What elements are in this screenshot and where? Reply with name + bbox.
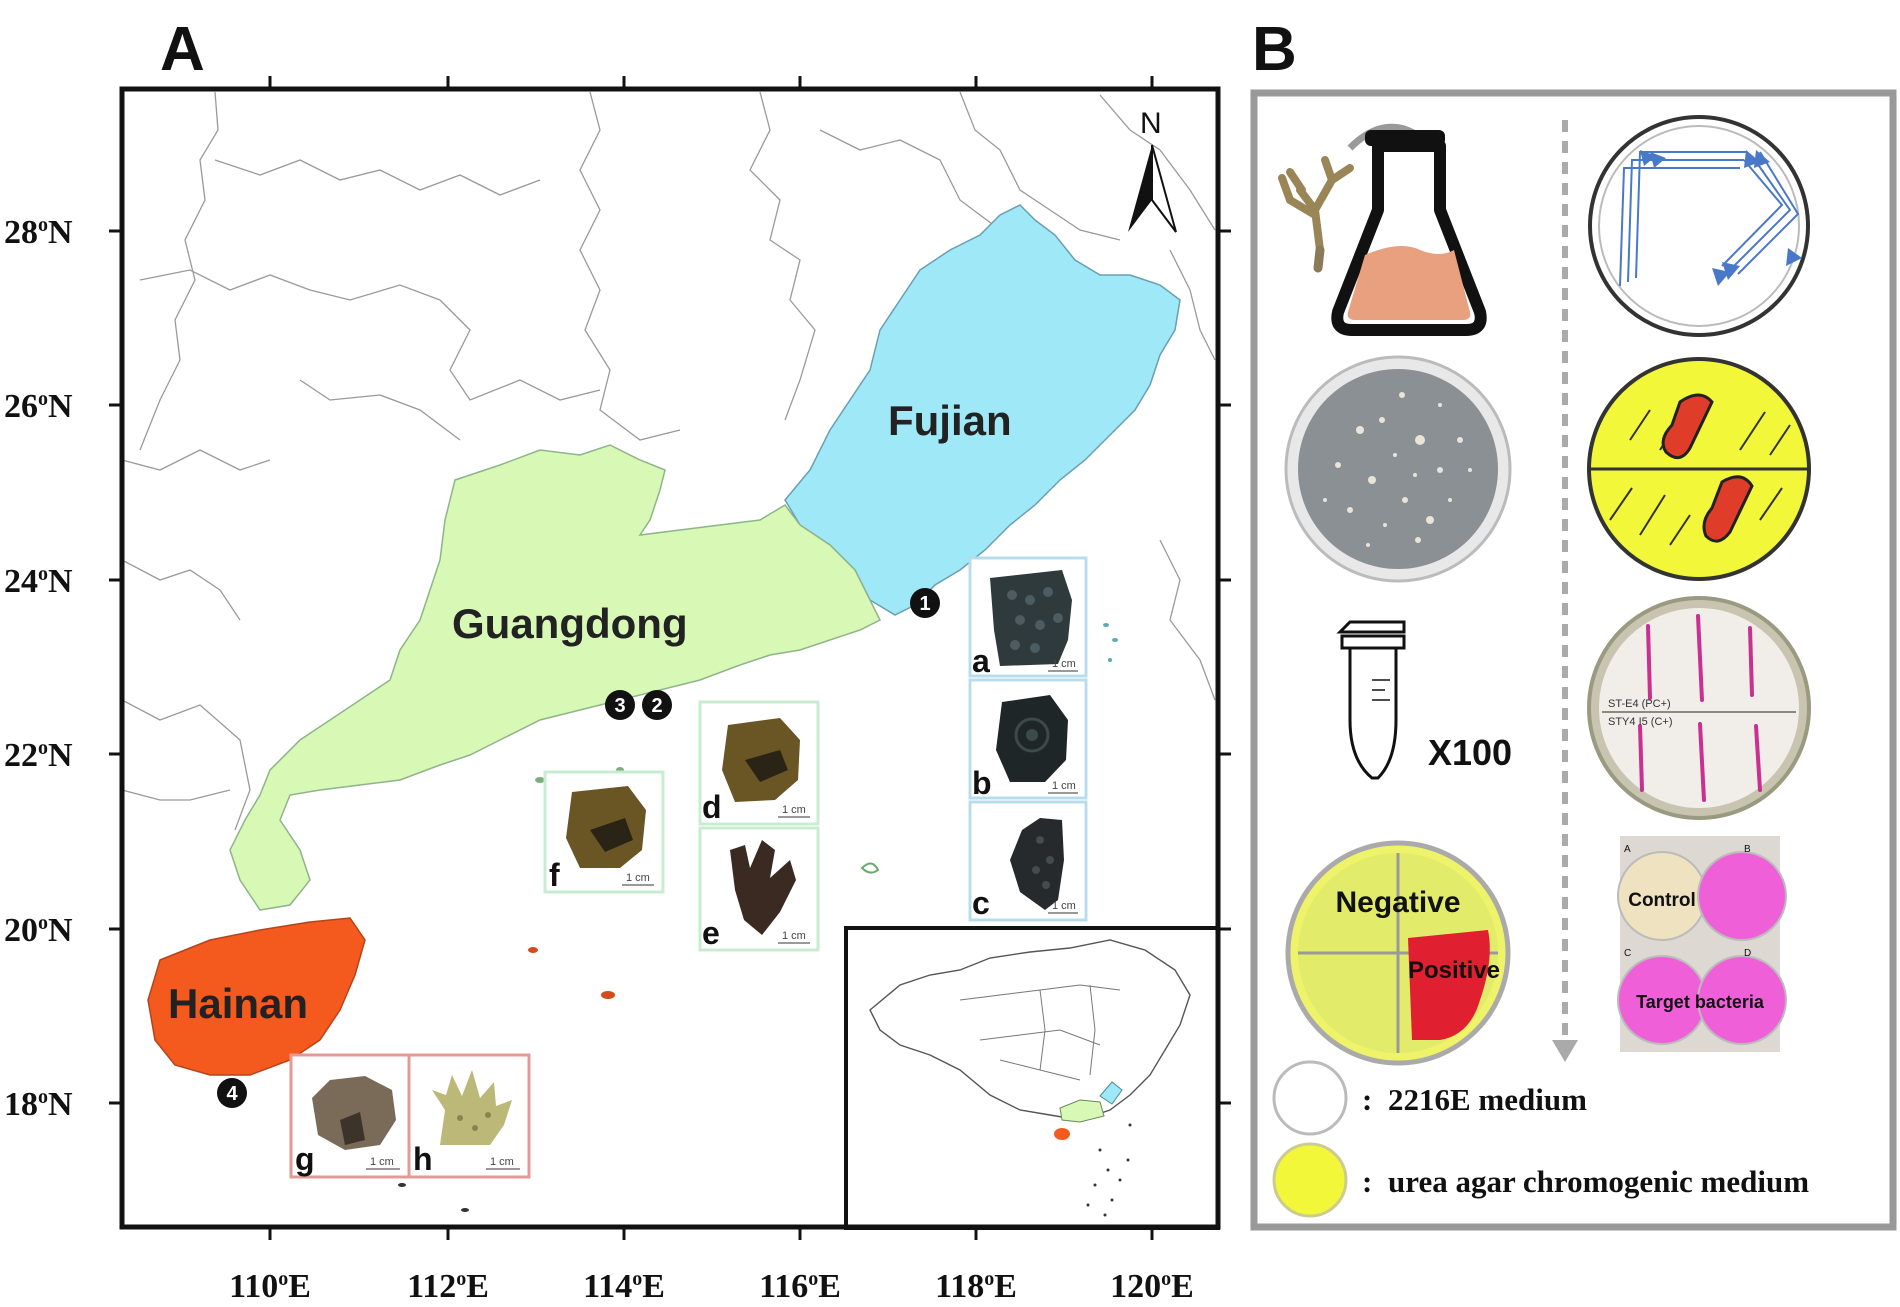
specimen-thumbnail: a 1 cm [968, 556, 1088, 679]
scale-bar-label: 1 cm [782, 930, 806, 942]
map-panel: Fujian Guangdong Hainan N 1 2 3 [109, 76, 1231, 1240]
scale-bar-label: 1 cm [370, 1156, 394, 1168]
legend-item: : urea agar chromogenic medium [1272, 1142, 1809, 1218]
specimen-letter: b [972, 765, 992, 801]
pink-streak-plate-photo: ST-E4 (PC+) STY4 I5 (C+) [1587, 596, 1811, 820]
scale-bar-label: 1 cm [1052, 780, 1076, 792]
svg-text:3: 3 [614, 695, 625, 717]
specimen-thumbnail: f 1 cm [543, 770, 665, 894]
lon-tick-label: 112oE [407, 1268, 489, 1305]
lon-tick-label: 110oE [229, 1268, 311, 1305]
svg-text:4: 4 [226, 1083, 238, 1105]
legend-separator: : [1362, 1082, 1372, 1117]
scale-bar-label: 1 cm [1052, 900, 1076, 912]
specimen-letter: c [972, 885, 990, 921]
lat-tick-label: 22oN [4, 737, 73, 774]
specimen-letter: a [972, 643, 990, 679]
positive-label: Positive [1408, 957, 1500, 984]
specimen-thumbnail: c 1 cm [968, 800, 1088, 922]
specimen-letter: h [413, 1141, 433, 1177]
legend-text: urea agar chromogenic medium [1388, 1164, 1809, 1199]
scale-bar-label: 1 cm [626, 872, 650, 884]
svg-text:1: 1 [919, 593, 930, 615]
panel-a-letter: A [160, 15, 205, 84]
guangdong-label: Guangdong [452, 600, 688, 647]
lon-tick-label: 116oE [759, 1268, 841, 1305]
site-marker: 1 [910, 588, 940, 618]
result-plate-icon: Negative Positive [1285, 840, 1511, 1066]
specimen-thumbnail: h 1 cm [407, 1053, 531, 1179]
four-plate-photo: A B C D Control Target bacteria [1617, 836, 1787, 1052]
urea-agar-plate-icon [1587, 357, 1811, 581]
lon-tick-label: 118oE [935, 1268, 1017, 1305]
target-bacteria-label: Target bacteria [1636, 992, 1765, 1012]
site-markers: 1 2 3 4 [217, 588, 940, 1108]
hainan-label: Hainan [168, 980, 308, 1027]
site-marker: 3 [605, 690, 635, 720]
lon-tick-label: 114oE [583, 1268, 665, 1305]
specimen-letter: g [295, 1141, 315, 1177]
lon-tick-label: 120oE [1110, 1268, 1194, 1305]
specimen-thumbnail: b 1 cm [968, 678, 1088, 801]
lat-tick-label: 18oN [4, 1086, 73, 1123]
hainan-region [147, 917, 366, 1076]
flask-icon [1331, 130, 1487, 336]
workflow-panel: X100 ST-E4 (PC+) STY4 I5 (C+) Negative P… [1250, 89, 1897, 1231]
legend: : 2216E medium : urea agar chromogenic m… [1272, 1060, 1809, 1218]
plate-corner-label: A [1624, 844, 1631, 855]
colony-plate-photo [1284, 355, 1512, 583]
arrow-head-icon [1552, 1040, 1578, 1062]
plate-handwriting: STY4 I5 (C+) [1608, 716, 1673, 728]
china-overview-inset [844, 926, 1220, 1230]
scale-bar-label: 1 cm [782, 804, 806, 816]
control-label: Control [1628, 890, 1696, 911]
scale-bar-label: 1 cm [490, 1156, 514, 1168]
streak-plate-icon [1588, 115, 1810, 337]
lat-tick-label: 28oN [4, 214, 73, 251]
specimen-insets: a 1 cm b 1 cm c 1 cm [289, 556, 1088, 1179]
specimen-thumbnail: g 1 cm [289, 1053, 411, 1179]
guangdong-region [229, 444, 882, 911]
north-arrow-icon [1128, 145, 1152, 232]
specimen-letter: f [549, 857, 560, 893]
specimen-letter: e [702, 915, 720, 951]
latitude-labels: 28oN 26oN 24oN 22oN 20oN 18oN [4, 214, 73, 1123]
plate-corner-label: D [1744, 948, 1751, 959]
longitude-labels: 110oE 112oE 114oE 116oE 118oE 120oE [229, 1268, 1194, 1305]
specimen-thumbnail: e 1 cm [698, 826, 820, 952]
lat-tick-label: 26oN [4, 388, 73, 425]
scale-bar-label: 1 cm [1052, 658, 1076, 670]
site-marker: 4 [217, 1078, 247, 1108]
specimen-thumbnail: d 1 cm [698, 700, 820, 826]
plate-corner-label: B [1744, 844, 1751, 855]
plate-corner-label: C [1624, 948, 1631, 959]
lat-tick-label: 24oN [4, 563, 73, 600]
north-arrow-label: N [1140, 107, 1162, 140]
tube-icon [1336, 620, 1406, 780]
svg-text:2: 2 [651, 695, 662, 717]
plate-handwriting: ST-E4 (PC+) [1608, 698, 1671, 710]
site-marker: 2 [642, 690, 672, 720]
fujian-label: Fujian [888, 397, 1012, 444]
legend-separator: : [1362, 1164, 1372, 1199]
specimen-letter: d [702, 789, 722, 825]
negative-label: Negative [1335, 886, 1460, 919]
lat-tick-label: 20oN [4, 912, 73, 949]
legend-text: 2216E medium [1388, 1082, 1587, 1117]
north-arrow: N [1128, 107, 1177, 233]
dilution-label: X100 [1428, 732, 1512, 773]
legend-item: : 2216E medium [1272, 1060, 1587, 1136]
panel-b-letter: B [1252, 15, 1297, 84]
coral-sprig-icon [1278, 156, 1354, 273]
